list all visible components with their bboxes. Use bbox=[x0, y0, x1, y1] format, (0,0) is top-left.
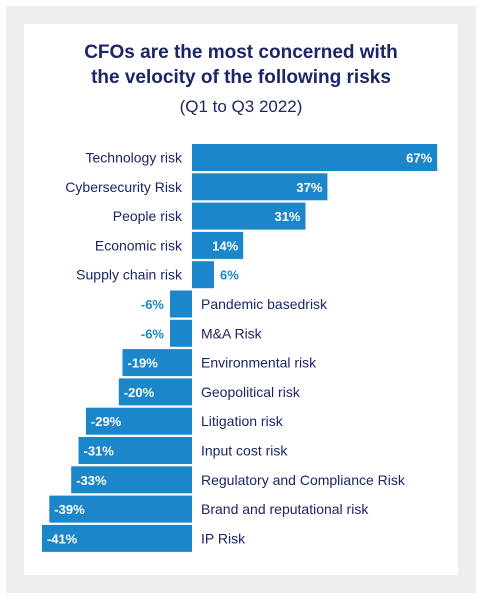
value-label-5: -6% bbox=[141, 297, 165, 312]
chart-title-line-1: CFOs are the most concerned with bbox=[84, 42, 398, 63]
bar-10 bbox=[78, 437, 192, 464]
value-label-2: 31% bbox=[274, 209, 300, 224]
value-label-9: -29% bbox=[91, 414, 122, 429]
chart-title-line-2: the velocity of the following risks bbox=[91, 67, 391, 88]
category-label-8: Geopolitical risk bbox=[201, 384, 301, 400]
bar-12 bbox=[49, 495, 192, 523]
bar-13 bbox=[41, 524, 193, 552]
category-label-12: Brand and reputational risk bbox=[201, 501, 369, 517]
value-label-12: -39% bbox=[54, 502, 85, 517]
bar-6 bbox=[170, 319, 192, 347]
value-label-8: -20% bbox=[124, 385, 155, 400]
value-label-11: -33% bbox=[76, 473, 107, 488]
bar-4 bbox=[192, 261, 214, 289]
value-label-3: 14% bbox=[212, 238, 238, 253]
bar-8 bbox=[118, 378, 192, 406]
value-label-7: -19% bbox=[128, 356, 159, 371]
category-label-3: Economic risk bbox=[95, 237, 183, 253]
bar-3 bbox=[192, 231, 244, 259]
category-label-1: Cybersecurity Risk bbox=[65, 179, 183, 195]
category-label-4: Supply chain risk bbox=[76, 267, 183, 283]
category-label-9: Litigation risk bbox=[201, 413, 284, 429]
bar-11 bbox=[71, 466, 192, 494]
value-label-13: -41% bbox=[47, 531, 78, 546]
category-label-0: Technology risk bbox=[86, 150, 183, 166]
category-label-6: M&A Risk bbox=[201, 325, 263, 341]
chart-title: CFOs are the most concerned with the vel… bbox=[0, 40, 482, 90]
bar-7 bbox=[122, 349, 192, 377]
value-label-6: -6% bbox=[141, 326, 165, 341]
bar-0 bbox=[192, 144, 438, 171]
bar-1 bbox=[192, 173, 328, 201]
category-label-2: People risk bbox=[113, 208, 183, 224]
value-label-10: -31% bbox=[84, 444, 115, 459]
category-label-10: Input cost risk bbox=[201, 443, 288, 459]
category-label-5: Pandemic basedrisk bbox=[201, 296, 328, 312]
value-label-1: 37% bbox=[296, 180, 322, 195]
category-label-13: IP Risk bbox=[201, 530, 246, 546]
value-label-0: 67% bbox=[406, 151, 432, 166]
value-label-4: 6% bbox=[220, 268, 239, 283]
category-label-11: Regulatory and Compliance Risk bbox=[201, 472, 406, 488]
chart-subtitle: (Q1 to Q3 2022) bbox=[179, 97, 303, 116]
bar-5 bbox=[170, 290, 192, 318]
bar-9 bbox=[85, 407, 192, 435]
category-label-7: Environmental risk bbox=[201, 355, 317, 371]
bar-2 bbox=[192, 202, 306, 230]
